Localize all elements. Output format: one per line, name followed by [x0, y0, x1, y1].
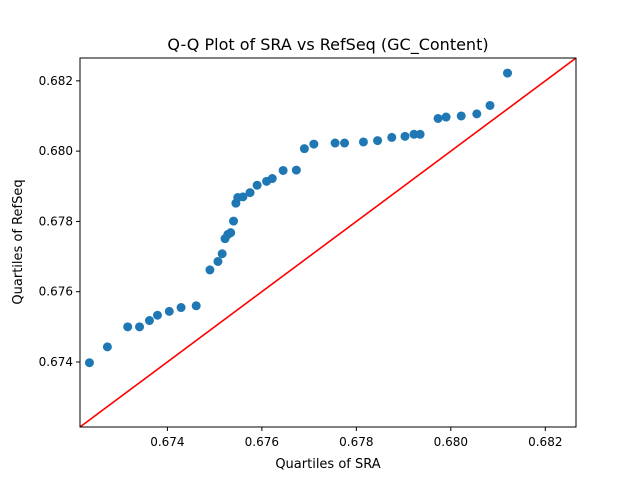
- x-tick-label: 0.682: [528, 435, 562, 449]
- data-point: [267, 174, 277, 184]
- data-point: [472, 109, 482, 119]
- data-point: [144, 316, 154, 326]
- x-tick-label: 0.678: [339, 435, 373, 449]
- data-point: [245, 188, 255, 198]
- data-point: [102, 342, 112, 352]
- reference-line: [80, 58, 576, 427]
- data-point: [229, 216, 239, 226]
- data-point: [226, 228, 236, 238]
- x-tick-label: 0.674: [150, 435, 184, 449]
- data-point: [217, 249, 227, 259]
- data-point: [123, 322, 133, 332]
- data-point: [135, 322, 145, 332]
- data-point: [358, 137, 368, 147]
- plot-frame: [79, 57, 577, 428]
- y-tick-label: 0.680: [39, 144, 73, 158]
- y-tick-label: 0.674: [39, 355, 73, 369]
- x-tick-label: 0.676: [245, 435, 279, 449]
- data-point: [373, 136, 383, 146]
- y-axis-ticks: 0.674 0.676 0.678 0.680 0.682: [39, 74, 80, 369]
- data-point: [252, 180, 262, 190]
- data-point: [176, 303, 186, 313]
- data-point: [309, 139, 319, 149]
- data-point: [503, 68, 513, 78]
- chart-title: Q-Q Plot of SRA vs RefSeq (GC_Content): [167, 35, 488, 55]
- reference-line-layer: [80, 58, 576, 427]
- data-point: [238, 192, 248, 202]
- data-point: [330, 138, 340, 148]
- data-point: [291, 165, 301, 175]
- data-point: [485, 100, 495, 110]
- data-point: [400, 131, 410, 141]
- data-point: [433, 113, 443, 123]
- data-point: [387, 132, 397, 142]
- data-point: [299, 144, 309, 154]
- data-point: [213, 256, 223, 266]
- data-point: [441, 112, 451, 122]
- y-tick-label: 0.682: [39, 74, 73, 88]
- y-axis-label: Quartiles of RefSeq: [11, 179, 26, 304]
- data-point: [152, 310, 162, 320]
- data-point: [278, 165, 288, 175]
- data-point: [456, 111, 466, 121]
- y-tick-label: 0.678: [39, 214, 73, 228]
- scatter-points-layer: [84, 68, 513, 368]
- data-point: [164, 306, 174, 316]
- data-point: [205, 265, 215, 275]
- x-axis-label: Quartiles of SRA: [275, 457, 380, 472]
- data-point: [415, 129, 425, 139]
- data-point: [191, 301, 201, 311]
- y-tick-label: 0.676: [39, 285, 73, 299]
- x-tick-label: 0.680: [434, 435, 468, 449]
- data-point: [84, 358, 94, 368]
- x-axis-ticks: 0.674 0.676 0.678 0.680 0.682: [150, 427, 562, 449]
- data-point: [340, 138, 350, 148]
